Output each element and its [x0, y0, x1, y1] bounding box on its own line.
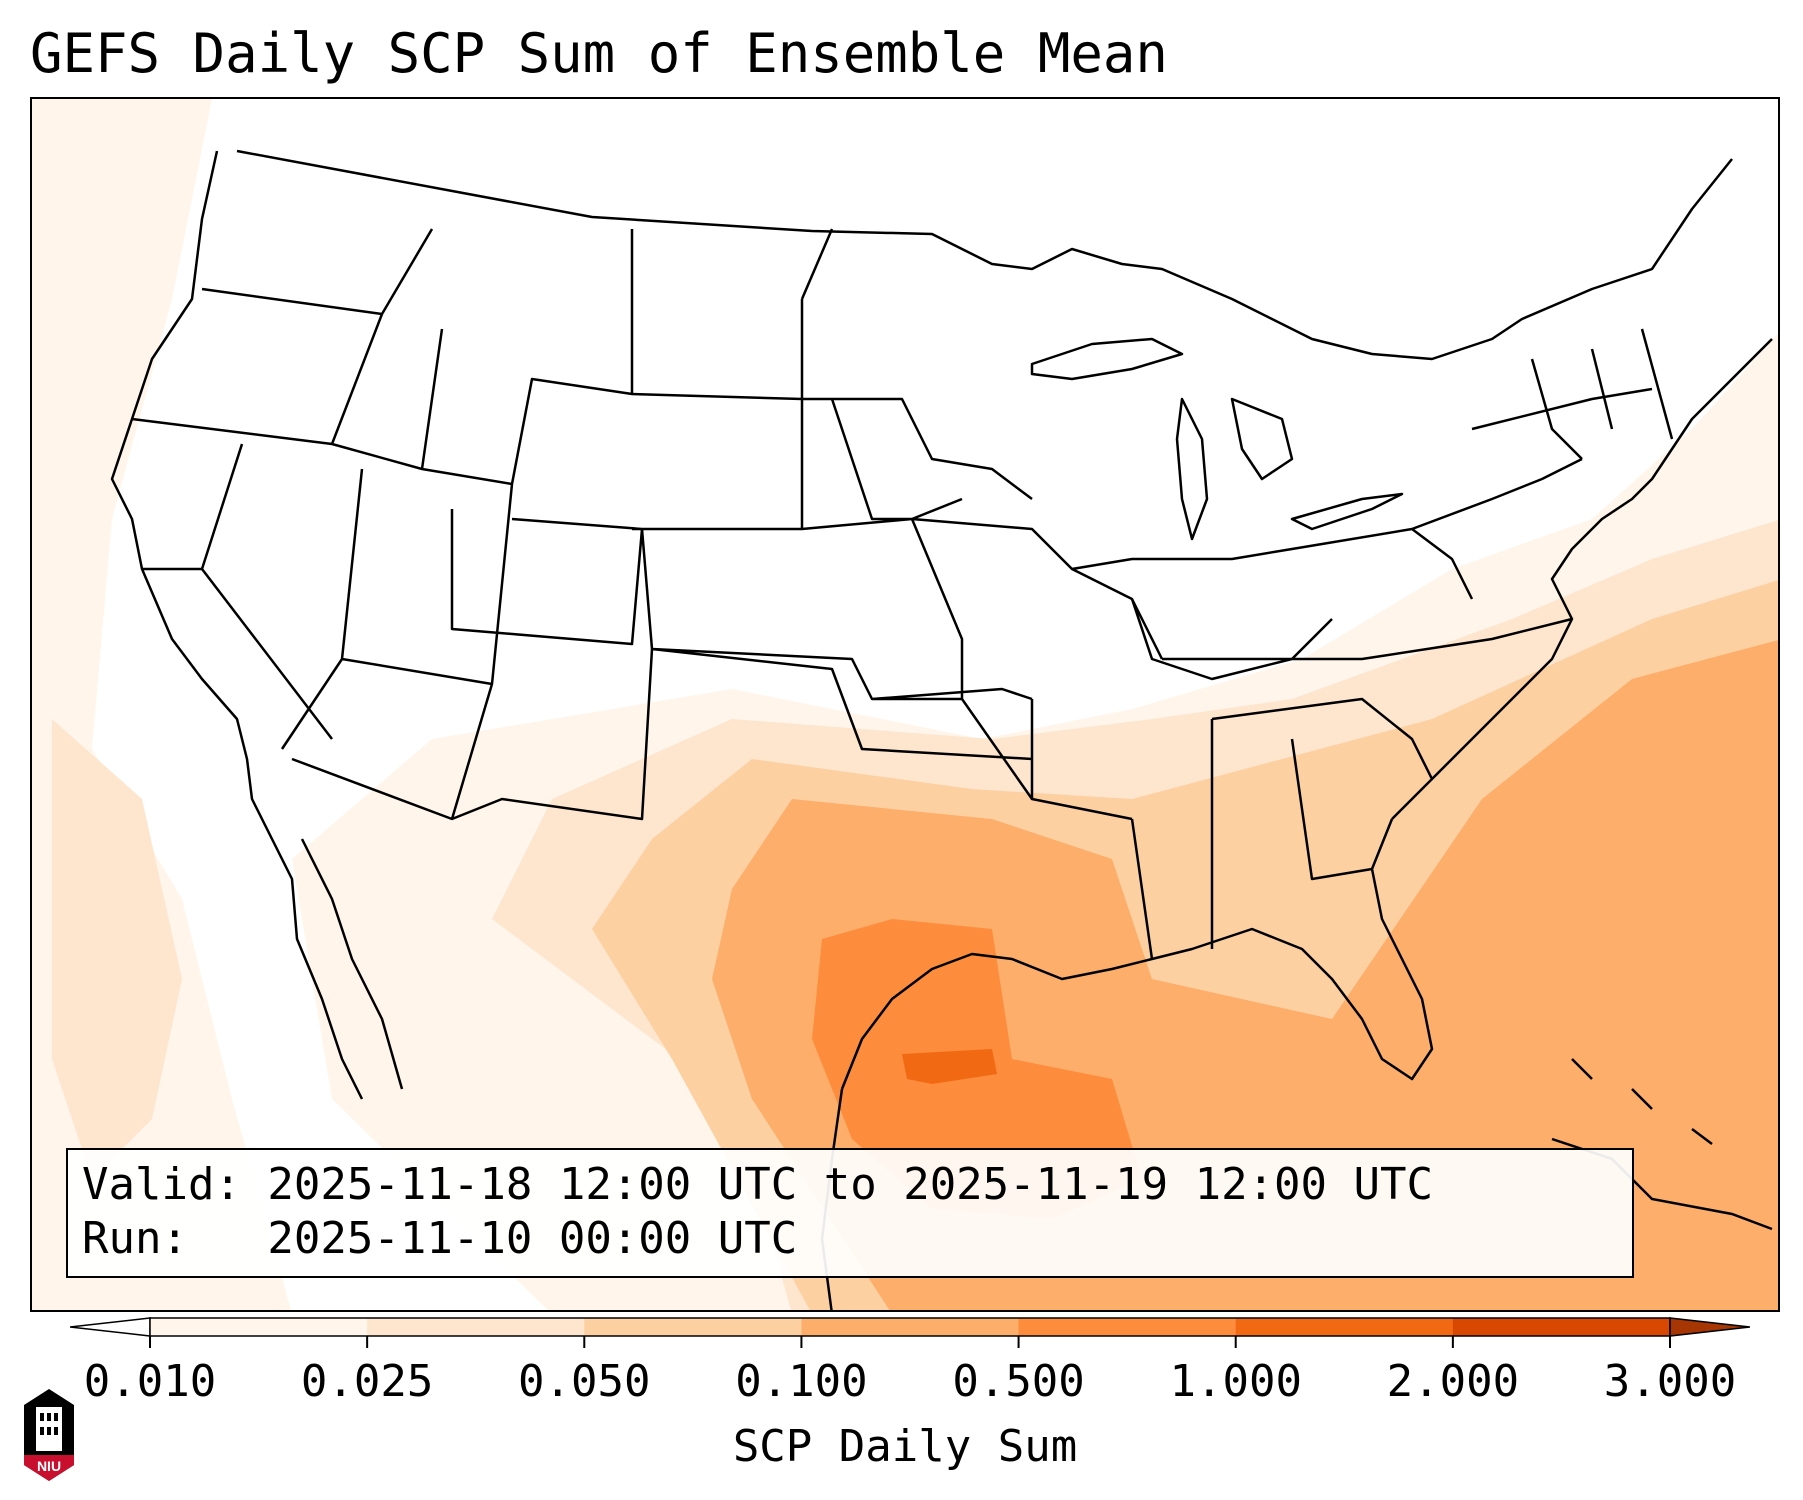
- colorbar-segments: [70, 1317, 1750, 1337]
- state-lines: [131, 228, 1674, 960]
- colorbar-segment: [1018, 1318, 1237, 1336]
- colorbar-tick-label: 2.000: [1386, 1356, 1520, 1407]
- niu-logo: NIU: [24, 1389, 74, 1481]
- colorbar-tick-label: 0.100: [735, 1356, 868, 1407]
- map-panel: [30, 97, 1780, 1312]
- pacific-coast: [110, 150, 364, 1100]
- colorbar-tick-label: 1.000: [1169, 1356, 1302, 1407]
- colorbar-tick-label: 0.025: [300, 1356, 434, 1407]
- map-title: GEFS Daily SCP Sum of Ensemble Mean: [30, 22, 1168, 85]
- atlantic-coast: [1391, 338, 1773, 820]
- colorbar-extend-high: [1669, 1317, 1750, 1337]
- gulf-coast: [840, 818, 1434, 1090]
- colorbar-tick-label: 0.010: [83, 1356, 217, 1407]
- logo-text: NIU: [37, 1458, 61, 1474]
- valid-time-text: Valid: 2025-11-18 12:00 UTC to 2025-11-1…: [82, 1159, 1434, 1210]
- valid-run-box: Valid: 2025-11-18 12:00 UTC to 2025-11-1…: [66, 1148, 1634, 1278]
- colorbar-tick-label: 3.000: [1603, 1356, 1737, 1407]
- lake-superior: [1030, 337, 1184, 381]
- lake-huron: [1230, 397, 1294, 481]
- colorbar-segment: [150, 1318, 368, 1336]
- colorbar-segment: [1235, 1318, 1454, 1336]
- shade-light: [52, 719, 182, 1179]
- colorbar-segment: [584, 1318, 802, 1336]
- run-time-text: Run: 2025-11-10 00:00 UTC: [82, 1213, 798, 1264]
- colorbar-segment: [1452, 1318, 1671, 1336]
- baja: [300, 838, 404, 1090]
- colorbar-extend-low: [70, 1317, 151, 1337]
- colorbar-label: SCP Daily Sum: [732, 1421, 1078, 1472]
- colorbar-segment: [801, 1318, 1020, 1336]
- colorbar-tick-label: 0.500: [952, 1356, 1085, 1407]
- scp-map: [32, 99, 1778, 1310]
- colorbar-segment: [367, 1318, 585, 1336]
- canada-border: [236, 149, 1733, 361]
- lake-michigan: [1175, 397, 1209, 541]
- lake-erie: [1290, 492, 1404, 531]
- shade-darkest: [902, 1049, 997, 1084]
- colorbar: [70, 1317, 1750, 1348]
- logo-band: [24, 1455, 74, 1481]
- colorbar-ticks: [149, 1336, 1671, 1348]
- colorbar-tick-label: 0.050: [518, 1356, 651, 1407]
- scp-shading: [32, 99, 1778, 1310]
- colorbar-outline: [149, 1317, 1671, 1337]
